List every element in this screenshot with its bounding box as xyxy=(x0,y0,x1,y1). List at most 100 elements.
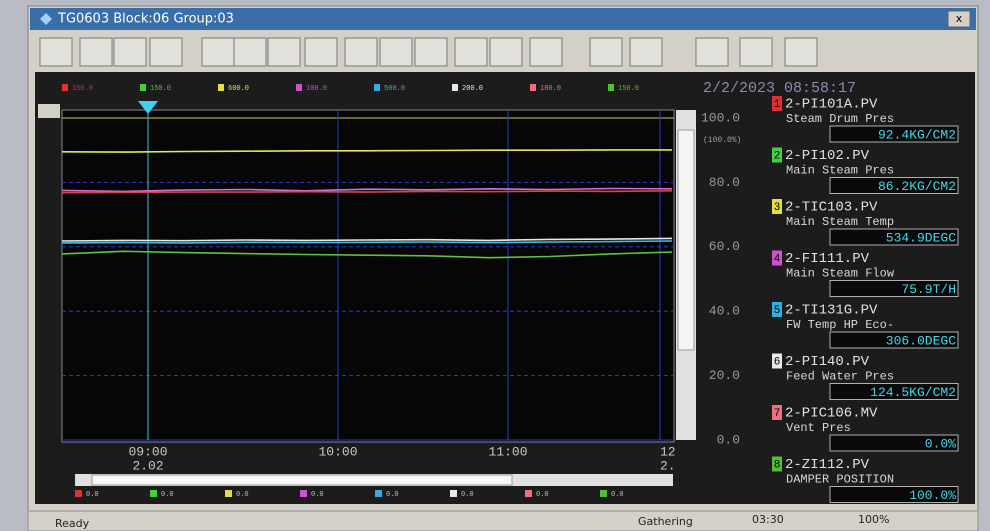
plot-area xyxy=(62,110,674,442)
toolbar-button[interactable] xyxy=(590,38,622,66)
x-tick-label: 11:00 xyxy=(488,444,527,459)
toolbar-button[interactable] xyxy=(455,38,487,66)
x-tick-label: 12 xyxy=(660,444,676,459)
low-swatch xyxy=(300,490,307,497)
toolbar-button[interactable] xyxy=(630,38,662,66)
toolbar-button[interactable] xyxy=(785,38,817,66)
toolbar-button[interactable] xyxy=(202,38,234,66)
y-tick-label: 0.0 xyxy=(717,432,740,447)
toolbar-button[interactable] xyxy=(114,38,146,66)
tag-value: 92.4KG/CM2 xyxy=(878,127,956,142)
tag-name[interactable]: 2-FI111.PV xyxy=(785,251,870,267)
tag-number: 6 xyxy=(774,356,781,368)
scale-swatch xyxy=(140,84,146,91)
scale-swatch xyxy=(452,84,458,91)
scale-high: 200.0 xyxy=(462,85,483,93)
tag-value: 124.5KG/CM2 xyxy=(870,385,956,400)
scale-swatch xyxy=(608,84,614,91)
tag-number: 2 xyxy=(774,150,781,162)
tag-number: 3 xyxy=(774,202,781,214)
window-title: TG0603 Block:06 Group:03 xyxy=(57,12,234,27)
tag-number: 8 xyxy=(774,459,781,471)
scale-low: 0.0 xyxy=(386,491,399,499)
scroll-left[interactable] xyxy=(38,104,60,118)
scale-swatch xyxy=(218,84,224,91)
y-tick-label: 40.0 xyxy=(709,304,740,319)
low-swatch xyxy=(75,490,82,497)
toolbar-button[interactable] xyxy=(150,38,182,66)
tag-description: Vent Pres xyxy=(786,421,851,435)
tag-description: Main Steam Temp xyxy=(786,215,894,229)
status-zoom: 100% xyxy=(858,513,889,526)
toolbar-button[interactable] xyxy=(234,38,266,66)
tag-name[interactable]: 2-ZI112.PV xyxy=(785,457,870,473)
datetime: 2/2/2023 08:58:17 xyxy=(703,80,856,97)
toolbar-button[interactable] xyxy=(345,38,377,66)
low-swatch xyxy=(150,490,157,497)
tag-description: Main Steam Pres xyxy=(786,164,894,178)
toolbar-button[interactable] xyxy=(380,38,412,66)
screen: TG0603 Block:06 Group:03 x 2/2/2023 08:5… xyxy=(0,0,990,531)
status-ready: Ready xyxy=(55,517,90,530)
scale-high: 100.0 xyxy=(540,85,561,93)
tag-name[interactable]: 2-TIC103.PV xyxy=(785,200,878,216)
x-date-label: 2. xyxy=(660,458,676,473)
tag-name[interactable]: 2-PI140.PV xyxy=(785,354,870,370)
toolbar-button[interactable] xyxy=(80,38,112,66)
low-swatch xyxy=(450,490,457,497)
tag-value: 534.9DEGC xyxy=(886,230,956,245)
scale-swatch xyxy=(530,84,536,91)
scale-low: 0.0 xyxy=(611,491,624,499)
status-mode: Gathering xyxy=(638,515,693,528)
toolbar xyxy=(40,38,817,66)
h-scroll-thumb[interactable] xyxy=(92,475,512,485)
toolbar-button[interactable] xyxy=(530,38,562,66)
low-swatch xyxy=(225,490,232,497)
tag-description: Main Steam Flow xyxy=(786,267,895,281)
v-scroll-thumb[interactable] xyxy=(678,130,694,350)
scale-high: 150.0 xyxy=(150,85,171,93)
scale-low: 0.0 xyxy=(311,491,324,499)
scale-high: 600.0 xyxy=(228,85,249,93)
scale-low: 0.0 xyxy=(536,491,549,499)
close-label[interactable]: x xyxy=(956,12,963,25)
tag-name[interactable]: 2-PI101A.PV xyxy=(785,97,878,113)
y-tick-label: 100.0 xyxy=(701,110,740,125)
low-swatch xyxy=(600,490,607,497)
tag-value: 0.0% xyxy=(925,436,956,451)
scale-swatch xyxy=(62,84,68,91)
tag-name[interactable]: 2-TI131G.PV xyxy=(785,303,878,319)
tag-value: 100.0% xyxy=(909,488,956,503)
y-tick-label: 80.0 xyxy=(709,175,740,190)
toolbar-button[interactable] xyxy=(415,38,447,66)
toolbar-button[interactable] xyxy=(696,38,728,66)
toolbar-button[interactable] xyxy=(490,38,522,66)
tag-description: DAMPER POSITION xyxy=(786,473,894,487)
toolbar-button[interactable] xyxy=(305,38,337,66)
toolbar-button[interactable] xyxy=(40,38,72,66)
tag-name[interactable]: 2-PI102.PV xyxy=(785,148,870,164)
scale-high: 150.0 xyxy=(618,85,639,93)
tag-description: FW Temp HP Eco- xyxy=(786,318,894,332)
tag-value: 75.9T/H xyxy=(901,282,956,297)
tag-description: Feed Water Pres xyxy=(786,370,894,384)
status-span: 03:30 xyxy=(752,513,784,526)
scale-swatch xyxy=(374,84,380,91)
tag-value: 306.0DEGC xyxy=(886,333,956,348)
tag-name[interactable]: 2-PIC106.MV xyxy=(785,406,878,422)
toolbar-button[interactable] xyxy=(740,38,772,66)
scale-high: 500.0 xyxy=(384,85,405,93)
tag-number: 1 xyxy=(774,99,781,111)
toolbar-button[interactable] xyxy=(268,38,300,66)
tag-number: 5 xyxy=(774,305,781,317)
scale-high: 100.0 xyxy=(306,85,327,93)
scale-swatch xyxy=(296,84,302,91)
low-swatch xyxy=(375,490,382,497)
tag-description: Steam Drum Pres xyxy=(786,112,894,126)
x-tick-label: 10:00 xyxy=(318,444,357,459)
y-tick-label: 60.0 xyxy=(709,239,740,254)
scale-low: 0.0 xyxy=(86,491,99,499)
x-tick-label: 09:00 xyxy=(128,444,167,459)
scale-high: 150.0 xyxy=(72,85,93,93)
x-date-label: 2.02 xyxy=(132,458,163,473)
